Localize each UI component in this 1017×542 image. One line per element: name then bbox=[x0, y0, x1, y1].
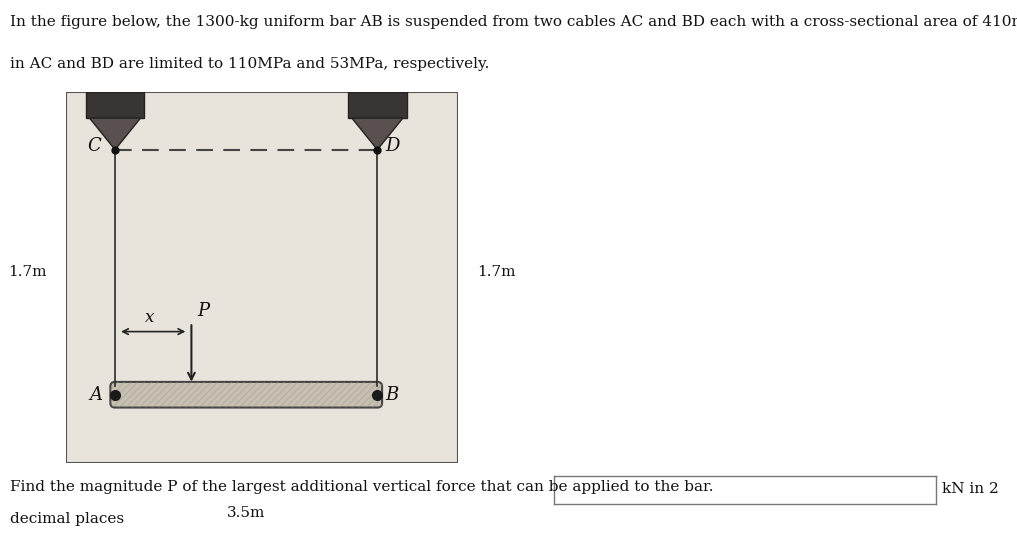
Bar bbox=[85, 92, 144, 118]
Bar bbox=[348, 92, 407, 118]
Text: 3.5m: 3.5m bbox=[227, 506, 265, 520]
Polygon shape bbox=[89, 118, 140, 150]
Text: A: A bbox=[89, 386, 103, 404]
Text: in AC and BD are limited to 110MPa and 53MPa, respectively.: in AC and BD are limited to 110MPa and 5… bbox=[10, 57, 489, 71]
Text: In the figure below, the 1300-kg uniform bar AB is suspended from two cables AC : In the figure below, the 1300-kg uniform… bbox=[10, 14, 1017, 29]
Polygon shape bbox=[352, 118, 403, 150]
Text: decimal places: decimal places bbox=[10, 512, 124, 526]
Text: 1.7m: 1.7m bbox=[477, 265, 516, 279]
Text: Find the magnitude P of the largest additional vertical force that can be applie: Find the magnitude P of the largest addi… bbox=[10, 480, 714, 494]
Text: D: D bbox=[385, 137, 400, 155]
Text: kN in 2: kN in 2 bbox=[942, 482, 999, 496]
Text: C: C bbox=[87, 137, 102, 155]
Text: x: x bbox=[144, 309, 154, 326]
Text: P: P bbox=[197, 302, 210, 320]
Text: 1.7m: 1.7m bbox=[8, 265, 47, 279]
FancyBboxPatch shape bbox=[111, 382, 382, 408]
Text: B: B bbox=[385, 386, 399, 404]
